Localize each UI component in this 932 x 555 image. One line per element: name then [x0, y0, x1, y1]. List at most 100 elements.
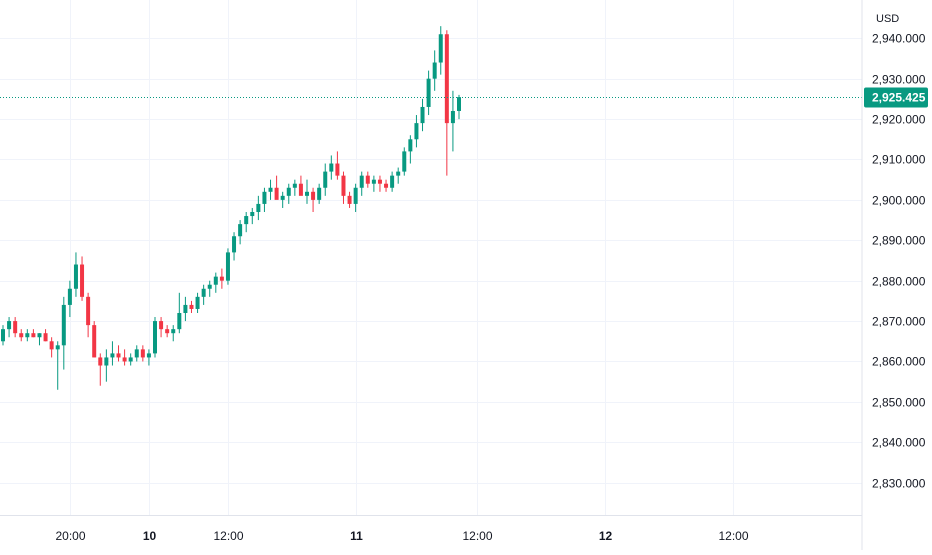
candle	[225, 248, 230, 285]
candle-body	[128, 357, 133, 362]
candle	[19, 329, 24, 342]
x-tick-label: 10	[143, 529, 157, 543]
candle-body	[377, 179, 382, 184]
candle	[171, 325, 176, 342]
candle	[37, 333, 42, 346]
candle-body	[153, 321, 157, 354]
candle	[286, 183, 291, 204]
candle-body	[329, 163, 334, 172]
candle	[317, 183, 322, 204]
candle	[7, 317, 12, 338]
candle	[311, 187, 316, 212]
candle-body	[201, 288, 206, 297]
candle	[274, 175, 279, 200]
candle-body	[55, 345, 60, 350]
candle-body	[317, 187, 322, 200]
candle-body	[13, 321, 18, 334]
candle-body	[420, 106, 425, 124]
candle	[55, 341, 60, 390]
candle	[444, 30, 449, 176]
grid-lines	[0, 0, 862, 515]
candle	[49, 337, 54, 358]
candles	[1, 26, 461, 390]
candle-body	[37, 333, 42, 338]
last-price-badge	[864, 87, 928, 108]
candle	[371, 175, 376, 192]
candle	[268, 179, 273, 200]
candle	[426, 70, 431, 116]
candle	[153, 317, 157, 358]
y-tick-label: 2,890.000	[872, 234, 926, 248]
candle	[61, 296, 66, 370]
candle	[457, 94, 461, 120]
candle	[159, 317, 164, 338]
candle-body	[457, 97, 461, 111]
y-tick-label: 2,840.000	[872, 436, 926, 450]
candle	[201, 284, 206, 305]
candle-body	[347, 195, 352, 204]
candle-body	[311, 191, 316, 200]
candle-body	[98, 357, 103, 366]
candle-body	[274, 187, 279, 200]
candle-body	[140, 349, 145, 358]
candle-body	[213, 276, 218, 285]
time-axis[interactable]: 20:00 10 12:00 11 12:00 12 12:00	[0, 515, 862, 544]
candle	[256, 195, 261, 221]
candle	[341, 171, 346, 204]
candle-body	[408, 139, 413, 152]
candle	[414, 115, 419, 148]
y-tick-label: 2,910.000	[872, 153, 926, 167]
candle	[232, 232, 237, 261]
y-tick-label: 2,900.000	[872, 194, 926, 208]
candle-body	[1, 329, 5, 342]
price-axis[interactable]: USD 2,940.000 2,930.000 2,920.000 2,910.000…	[861, 0, 928, 550]
candle	[262, 187, 267, 212]
candle	[365, 171, 370, 188]
y-tick-label: 2,940.000	[872, 32, 926, 46]
candle-body	[80, 264, 85, 297]
x-tick-label: 11	[350, 529, 363, 543]
candle-body	[31, 333, 36, 338]
candle	[280, 191, 285, 208]
x-tick-label: 12:00	[462, 529, 492, 543]
candle-body	[61, 304, 66, 346]
candle	[438, 26, 443, 75]
candle-body	[365, 175, 370, 184]
candle	[450, 90, 455, 152]
candle	[80, 256, 85, 301]
y-tick-label: 2,870.000	[872, 315, 926, 329]
candle	[67, 280, 72, 318]
y-tick-label: 2,830.000	[872, 477, 926, 491]
y-tick-label: 2,920.000	[872, 113, 926, 127]
candle-body	[207, 284, 212, 289]
candle-body	[7, 321, 12, 330]
candle	[298, 175, 303, 196]
candle-body	[104, 357, 109, 366]
candle-body	[341, 175, 346, 196]
candle	[305, 179, 309, 204]
candle-body	[359, 175, 364, 188]
currency-label: USD	[876, 13, 899, 25]
candle	[134, 345, 139, 362]
candle	[177, 292, 182, 334]
candle	[432, 50, 437, 91]
candle-body	[256, 203, 261, 212]
candle-body	[43, 333, 48, 342]
candle	[183, 296, 188, 322]
candle	[165, 325, 170, 338]
candle	[207, 280, 212, 297]
candle	[98, 353, 103, 386]
candle-body	[396, 171, 401, 176]
y-tick-label: 2,850.000	[872, 396, 926, 410]
candle	[110, 341, 115, 366]
candle	[292, 179, 297, 196]
candle-body	[438, 34, 443, 63]
candle-body	[414, 123, 419, 140]
candle	[31, 329, 36, 338]
candle-body	[280, 195, 285, 200]
candle	[92, 321, 97, 358]
candle-body	[250, 212, 255, 217]
candle-body	[189, 304, 194, 309]
